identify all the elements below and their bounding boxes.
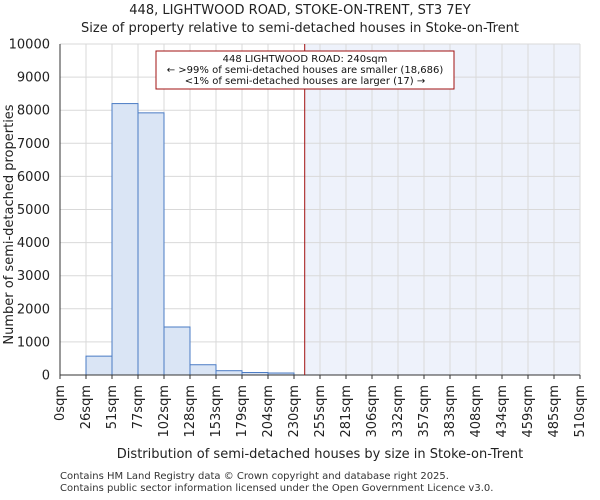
x-tick-label: 459sqm (521, 385, 536, 438)
chart-title: 448, LIGHTWOOD ROAD, STOKE-ON-TRENT, ST3… (129, 3, 471, 18)
y-tick-label: 4000 (17, 236, 50, 251)
y-tick-label: 7000 (17, 137, 50, 152)
x-tick-label: 0sqm (53, 385, 68, 421)
annotation-line: 448 LIGHTWOOD ROAD: 240sqm (223, 54, 388, 65)
bar (189, 364, 217, 376)
x-tick-label: 77sqm (131, 385, 146, 429)
y-tick-label: 0 (42, 369, 50, 384)
x-tick-label: 281sqm (339, 385, 354, 438)
footer-line-2: Contains public sector information licen… (60, 483, 494, 494)
y-tick-label: 2000 (17, 302, 50, 317)
x-tick-label: 255sqm (313, 385, 328, 438)
y-tick-label: 5000 (17, 203, 50, 218)
y-tick-label: 3000 (17, 269, 50, 284)
x-tick-label: 408sqm (469, 385, 484, 438)
bar (85, 355, 113, 376)
x-tick-label: 230sqm (287, 385, 302, 438)
bar (215, 370, 243, 376)
bar (163, 326, 191, 376)
x-tick-label: 102sqm (157, 385, 172, 438)
footer-line-1: Contains HM Land Registry data © Crown c… (60, 471, 449, 482)
y-tick-label: 9000 (17, 71, 50, 86)
y-tick-label: 8000 (17, 104, 50, 119)
annotation-line: <1% of semi-detached houses are larger (… (185, 76, 425, 87)
x-tick-label: 485sqm (547, 385, 562, 438)
x-tick-label: 26sqm (79, 385, 94, 429)
bar (111, 103, 139, 376)
annotation-box (155, 50, 455, 90)
x-tick-label: 153sqm (209, 385, 224, 438)
x-tick-label: 332sqm (391, 385, 406, 438)
y-tick-label: 1000 (17, 335, 50, 350)
x-tick-label: 357sqm (417, 385, 432, 438)
x-tick-label: 383sqm (443, 385, 458, 438)
y-tick-label: 6000 (17, 170, 50, 185)
x-tick-label: 128sqm (183, 385, 198, 438)
chart-subtitle: Size of property relative to semi-detach… (81, 21, 519, 36)
x-tick-label: 510sqm (573, 385, 588, 438)
annotation-line: ← >99% of semi-detached houses are small… (167, 65, 444, 76)
y-axis-label: Number of semi-detached properties (2, 104, 17, 344)
x-tick-label: 204sqm (261, 385, 276, 438)
x-tick-label: 434sqm (495, 385, 510, 438)
y-tick-label: 10000 (9, 38, 50, 53)
bar (137, 112, 165, 376)
x-tick-label: 306sqm (365, 385, 380, 438)
x-axis-label: Distribution of semi-detached houses by … (117, 447, 523, 462)
x-tick-label: 51sqm (105, 385, 120, 429)
x-tick-label: 179sqm (235, 385, 250, 438)
